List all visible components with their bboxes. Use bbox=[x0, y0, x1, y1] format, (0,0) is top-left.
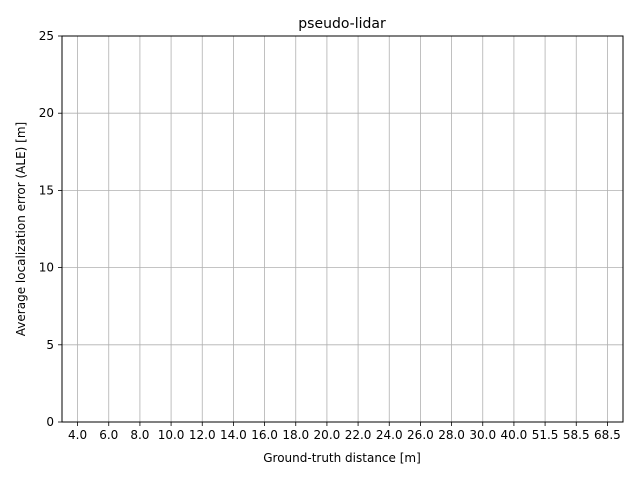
x-tick-label: 40.0 bbox=[501, 428, 528, 442]
x-tick-label: 16.0 bbox=[251, 428, 278, 442]
x-tick-label: 8.0 bbox=[130, 428, 149, 442]
x-tick-label: 12.0 bbox=[189, 428, 216, 442]
grid-layer bbox=[62, 35, 623, 423]
x-tick-label: 51.5 bbox=[532, 428, 559, 442]
x-tick-label: 6.0 bbox=[99, 428, 118, 442]
x-tick-label: 14.0 bbox=[220, 428, 247, 442]
y-tick-label: 10 bbox=[39, 261, 54, 275]
x-axis-label: Ground-truth distance [m] bbox=[263, 451, 421, 465]
y-tick-label: 20 bbox=[39, 106, 54, 120]
y-tick-label: 25 bbox=[39, 29, 54, 43]
chart-title: pseudo-lidar bbox=[298, 16, 386, 32]
x-tick-label: 30.0 bbox=[469, 428, 496, 442]
y-axis-label: Average localization error (ALE) [m] bbox=[14, 122, 28, 336]
x-tick-label: 18.0 bbox=[282, 428, 309, 442]
x-tick-label: 24.0 bbox=[376, 428, 403, 442]
x-tick-label: 28.0 bbox=[438, 428, 465, 442]
x-tick-label: 4.0 bbox=[68, 428, 87, 442]
x-tick-label: 22.0 bbox=[345, 428, 372, 442]
x-tick-label: 20.0 bbox=[314, 428, 341, 442]
ticks-layer: 4.0 6.0 8.0 10.0 12.0 14.0 16.0 18.0 20.0 22.0 24.… bbox=[39, 29, 621, 442]
x-tick-label: 26.0 bbox=[407, 428, 434, 442]
axes-frame bbox=[61, 35, 624, 423]
y-tick-label: 5 bbox=[46, 338, 54, 352]
x-tick-label: 58.5 bbox=[563, 428, 590, 442]
x-tick-label: 10.0 bbox=[158, 428, 185, 442]
y-tick-label: 15 bbox=[39, 183, 54, 197]
y-tick-label: 0 bbox=[46, 415, 54, 429]
x-tick-label: 68.5 bbox=[594, 428, 621, 442]
